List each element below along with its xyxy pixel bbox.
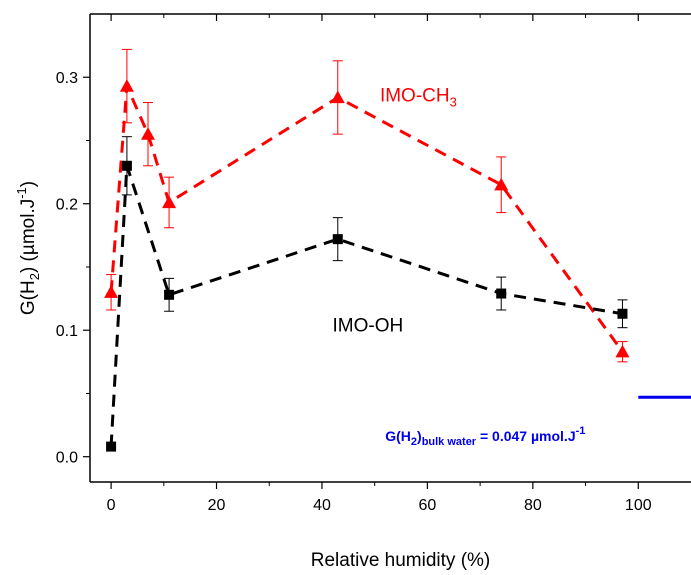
x-tick-label: 100 xyxy=(625,497,652,514)
y-tick-label: 0.1 xyxy=(56,323,78,340)
data-point xyxy=(615,344,630,358)
x-tick-label: 60 xyxy=(419,497,437,514)
labels-layer: Relative humidity (%) G(H2) (µmol.J-1) IMO… xyxy=(14,85,585,571)
x-tick-label: 40 xyxy=(313,497,331,514)
data-point xyxy=(119,79,134,92)
y-tick-label: 0.0 xyxy=(56,450,78,467)
x-tick-label: 20 xyxy=(208,497,226,514)
y-tick-label: 0.2 xyxy=(56,197,78,214)
y-axis-title: G(H2) (µmol.J-1) xyxy=(14,181,42,315)
series-label: IMO-CH3 xyxy=(380,85,457,109)
data-point xyxy=(104,285,119,298)
x-axis-title: Relative humidity (%) xyxy=(311,550,491,571)
data-point xyxy=(121,160,132,171)
series-line xyxy=(109,165,623,447)
series-layer xyxy=(104,48,691,452)
series-imo-ch3 xyxy=(104,48,630,363)
axes: 0 20 40 60 80 100 0.0 0.1 0.2 0.3 xyxy=(56,13,691,514)
bulk-water-label: G(H2)bulk water = 0.047 µmol.J-1 xyxy=(385,425,585,448)
data-point xyxy=(140,127,155,140)
data-point xyxy=(164,289,175,300)
series-label: IMO-OH xyxy=(333,315,404,336)
data-point xyxy=(162,195,177,209)
x-tick-label: 0 xyxy=(107,497,116,514)
x-tick-label: 80 xyxy=(524,497,542,514)
data-point xyxy=(617,308,628,319)
data-point xyxy=(332,234,343,245)
series-imo-oh xyxy=(106,136,628,452)
data-point xyxy=(330,90,345,104)
data-point xyxy=(106,441,117,452)
data-point xyxy=(496,288,507,299)
data-point xyxy=(494,177,509,191)
y-tick-label: 0.3 xyxy=(56,70,78,87)
series-line xyxy=(109,85,624,353)
